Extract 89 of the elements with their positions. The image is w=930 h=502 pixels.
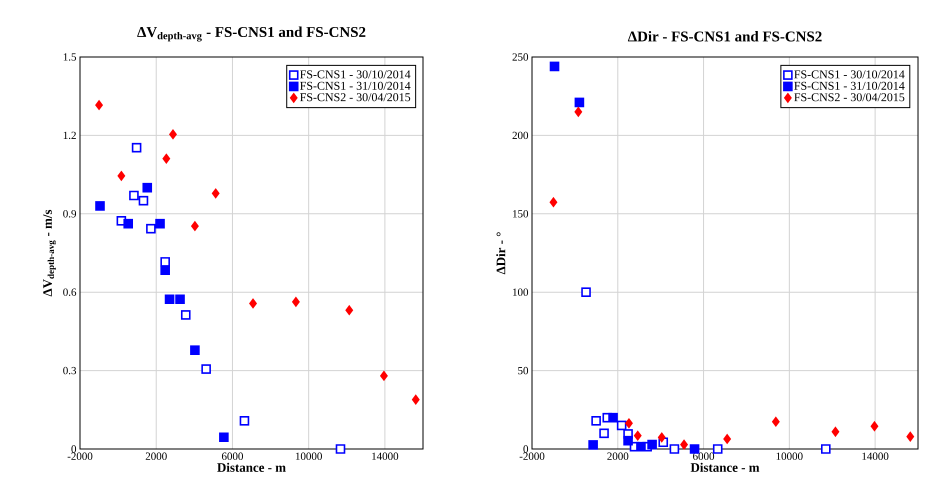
- point: [212, 188, 220, 198]
- y-tick-label: 200: [512, 132, 528, 140]
- x-tick-label: 6000: [693, 452, 714, 460]
- x-tick-label: 2000: [607, 452, 628, 460]
- y-tick-label: 0: [523, 445, 528, 453]
- point: [599, 428, 609, 438]
- point: [95, 201, 105, 211]
- y-tick-label: 250: [512, 53, 528, 61]
- point: [821, 444, 831, 454]
- point: [623, 436, 633, 446]
- x-tick-label: 2000: [146, 452, 167, 460]
- y-tick-label: 100: [513, 288, 528, 296]
- point: [169, 130, 177, 140]
- point: [712, 444, 723, 454]
- y-tick-label: 0: [71, 445, 76, 453]
- x-tick-label: 14000: [862, 452, 888, 460]
- x-tick-label: 10000: [776, 452, 803, 460]
- point: [870, 421, 878, 432]
- point: [832, 426, 840, 437]
- point: [680, 440, 688, 450]
- point: [906, 432, 914, 442]
- x-tick-label: -2000: [68, 452, 92, 460]
- point: [772, 416, 780, 427]
- point: [162, 154, 170, 164]
- point: [175, 294, 185, 304]
- point: [190, 345, 200, 356]
- point: [550, 197, 558, 207]
- y-tick-label: 50: [518, 366, 528, 374]
- chart-title: ΔV$_{depth-avg}$ - FS-CNS1 and FS-CNS2: [137, 26, 366, 42]
- point: [142, 182, 152, 192]
- point: [95, 100, 103, 110]
- x-tick-label: 14000: [372, 452, 398, 460]
- legend-label: FS-CNS1 - 30/10/2014: [794, 70, 905, 78]
- y-tick-label: 0.6: [63, 288, 76, 296]
- y-tick-label: 0.3: [63, 366, 76, 374]
- point: [155, 218, 165, 229]
- point: [129, 190, 139, 200]
- y-axis-title: ΔDir - °: [496, 232, 506, 274]
- point: [723, 434, 731, 444]
- point: [380, 371, 388, 381]
- point: [160, 257, 170, 267]
- point: [647, 440, 657, 450]
- y-axis-title: ΔV$_{depth-avg}$ - m/s: [43, 210, 56, 296]
- x-tick-label: 10000: [296, 452, 322, 460]
- point: [550, 62, 560, 72]
- point: [345, 305, 354, 316]
- point: [412, 394, 420, 404]
- legend-label: FS-CNS1 - 30/10/2014: [300, 70, 410, 78]
- point: [164, 294, 174, 304]
- point: [201, 364, 211, 374]
- point: [123, 218, 134, 229]
- point: [146, 224, 156, 234]
- legend-label: FS-CNS2 - 30/04/2015: [300, 93, 410, 102]
- point: [591, 416, 601, 426]
- point: [616, 420, 626, 430]
- y-tick-label: 150: [513, 210, 528, 218]
- x-axis-title: Distance - m: [690, 462, 760, 472]
- point: [138, 196, 148, 206]
- point: [219, 432, 229, 442]
- point: [581, 287, 591, 297]
- point: [240, 416, 250, 426]
- point: [180, 310, 191, 320]
- x-tick-label: 6000: [222, 452, 243, 460]
- chart-title: ΔDir - FS-CNS1 and FS-CNS2: [628, 30, 822, 42]
- point: [625, 418, 633, 428]
- point: [670, 444, 680, 454]
- x-axis-title: Distance - m: [217, 462, 286, 472]
- point: [249, 298, 257, 308]
- y-tick-label: 0.9: [63, 210, 76, 218]
- point: [160, 265, 170, 276]
- y-tick-label: 1.2: [64, 132, 76, 140]
- legend-label: FS-CNS1 - 31/10/2014: [794, 82, 905, 90]
- point: [634, 430, 642, 440]
- point: [118, 171, 126, 181]
- point: [574, 107, 582, 117]
- point: [191, 221, 199, 231]
- y-tick-label: 1.5: [64, 53, 76, 61]
- point: [658, 432, 666, 442]
- point: [292, 297, 300, 307]
- point: [574, 98, 584, 108]
- legend-label: FS-CNS2 - 30/04/2015: [794, 93, 904, 102]
- point: [608, 412, 618, 422]
- legend-label: FS-CNS1 - 31/10/2014: [300, 82, 410, 90]
- point: [690, 444, 700, 454]
- point: [132, 142, 142, 152]
- point: [336, 444, 346, 454]
- point: [588, 440, 598, 450]
- x-tick-label: -2000: [520, 452, 544, 460]
- point: [636, 442, 646, 452]
